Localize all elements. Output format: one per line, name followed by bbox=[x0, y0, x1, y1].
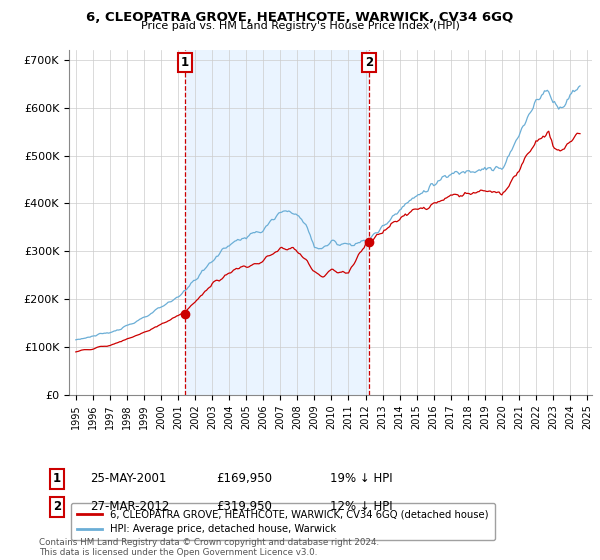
Text: £169,950: £169,950 bbox=[216, 472, 272, 486]
Text: 25-MAY-2001: 25-MAY-2001 bbox=[90, 472, 166, 486]
Text: 2: 2 bbox=[53, 500, 61, 514]
Text: 12% ↓ HPI: 12% ↓ HPI bbox=[330, 500, 392, 514]
Text: 6, CLEOPATRA GROVE, HEATHCOTE, WARWICK, CV34 6GQ: 6, CLEOPATRA GROVE, HEATHCOTE, WARWICK, … bbox=[86, 11, 514, 24]
Text: 2: 2 bbox=[365, 55, 373, 68]
Text: Price paid vs. HM Land Registry's House Price Index (HPI): Price paid vs. HM Land Registry's House … bbox=[140, 21, 460, 31]
Text: 19% ↓ HPI: 19% ↓ HPI bbox=[330, 472, 392, 486]
Text: 1: 1 bbox=[181, 55, 188, 68]
Text: £319,950: £319,950 bbox=[216, 500, 272, 514]
Text: 27-MAR-2012: 27-MAR-2012 bbox=[90, 500, 169, 514]
Legend: 6, CLEOPATRA GROVE, HEATHCOTE, WARWICK, CV34 6GQ (detached house), HPI: Average : 6, CLEOPATRA GROVE, HEATHCOTE, WARWICK, … bbox=[71, 503, 495, 540]
Text: Contains HM Land Registry data © Crown copyright and database right 2024.
This d: Contains HM Land Registry data © Crown c… bbox=[39, 538, 379, 557]
Bar bbox=[185, 50, 369, 395]
Text: 1: 1 bbox=[53, 472, 61, 486]
